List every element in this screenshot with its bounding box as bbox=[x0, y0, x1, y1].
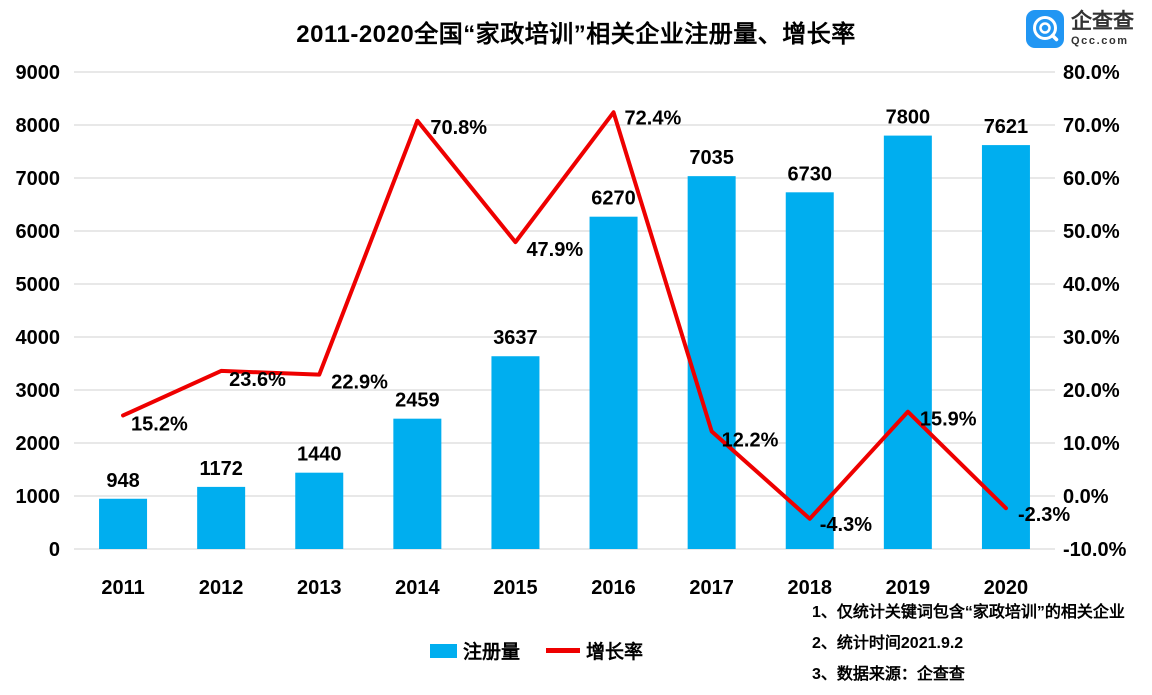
growth-rate-label: 15.2% bbox=[131, 413, 188, 435]
legend-bar-label: 注册量 bbox=[463, 642, 521, 663]
bar-value-label: 7800 bbox=[886, 107, 931, 129]
bar-2012 bbox=[197, 486, 246, 549]
footnotes: 1、仅统计关键词包含“家政培训”的相关企业 2、统计时间2021.9.2 3、数… bbox=[812, 602, 1147, 695]
bar-value-label: 948 bbox=[106, 470, 139, 492]
bar-2011 bbox=[99, 498, 148, 549]
x-axis-label: 2016 bbox=[591, 577, 636, 599]
growth-rate-label: 22.9% bbox=[331, 372, 388, 394]
legend-line-label: 增长率 bbox=[586, 642, 644, 663]
growth-rate-label: -2.3% bbox=[1018, 504, 1070, 526]
legend-line-swatch bbox=[546, 648, 581, 653]
bar-value-label: 3637 bbox=[493, 327, 538, 349]
secondary-y-axis-tick: 70.0% bbox=[1063, 115, 1120, 137]
secondary-y-axis-tick: 60.0% bbox=[1063, 168, 1120, 190]
x-axis-label: 2012 bbox=[199, 577, 244, 599]
growth-rate-label: 47.9% bbox=[526, 239, 583, 261]
secondary-y-axis-tick: 40.0% bbox=[1063, 274, 1120, 296]
y-axis-tick: 4000 bbox=[16, 327, 61, 349]
bar-value-label: 7035 bbox=[689, 147, 734, 169]
chart-legend: 注册量 增长率 bbox=[430, 637, 643, 664]
secondary-y-axis-tick: 50.0% bbox=[1063, 221, 1120, 243]
bar-2015 bbox=[491, 356, 540, 549]
x-axis-label: 2018 bbox=[788, 577, 833, 599]
growth-rate-label: 23.6% bbox=[229, 369, 286, 391]
growth-rate-label: 70.8% bbox=[430, 117, 487, 139]
x-axis-label: 2013 bbox=[297, 577, 342, 599]
bar-value-label: 7621 bbox=[984, 116, 1029, 138]
secondary-y-axis-tick: 10.0% bbox=[1063, 433, 1120, 455]
qcc-logo-icon bbox=[1026, 10, 1064, 48]
bar-2018 bbox=[785, 192, 834, 549]
secondary-y-axis-tick: 80.0% bbox=[1063, 62, 1120, 84]
growth-rate-line bbox=[121, 110, 1008, 521]
bar-2013 bbox=[295, 472, 344, 549]
bar-2014 bbox=[393, 418, 442, 549]
y-axis-tick: 8000 bbox=[16, 115, 61, 137]
y-axis-tick: 0 bbox=[49, 539, 60, 561]
secondary-y-axis-tick: 30.0% bbox=[1063, 327, 1120, 349]
legend-bar-swatch bbox=[430, 643, 457, 658]
y-axis-tick: 1000 bbox=[16, 486, 61, 508]
bar-2016 bbox=[589, 216, 638, 549]
x-axis-label: 2015 bbox=[493, 577, 538, 599]
bar-2017 bbox=[687, 176, 736, 549]
secondary-y-axis-tick: 20.0% bbox=[1063, 380, 1120, 402]
growth-rate-label: 12.2% bbox=[722, 429, 779, 451]
x-axis-label: 2017 bbox=[689, 577, 734, 599]
qcc-logo-name: 企查查 bbox=[1071, 10, 1134, 33]
y-axis-tick: 3000 bbox=[16, 380, 61, 402]
y-axis-tick: 9000 bbox=[16, 62, 61, 84]
bar-2019 bbox=[883, 135, 932, 549]
qcc-logo-text: 企查查 Qcc.com bbox=[1071, 11, 1134, 47]
y-axis-tick: 2000 bbox=[16, 433, 61, 455]
bar-2020 bbox=[981, 145, 1030, 549]
bar-value-label: 6730 bbox=[788, 163, 833, 185]
bar-value-label: 2459 bbox=[395, 390, 440, 412]
bar-value-label: 1172 bbox=[199, 458, 242, 480]
footnote-2: 2、统计时间2021.9.2 bbox=[812, 635, 964, 652]
chart-title: 2011-2020全国“家政培训”相关企业注册量、增长率 bbox=[296, 21, 856, 48]
x-axis-label: 2020 bbox=[984, 577, 1029, 599]
footnote-1: 1、仅统计关键词包含“家政培训”的相关企业 bbox=[812, 604, 1125, 621]
bar-value-label: 6270 bbox=[591, 188, 636, 210]
qcc-logo-domain: Qcc.com bbox=[1071, 35, 1129, 47]
secondary-y-axis-tick: -10.0% bbox=[1063, 539, 1127, 561]
bar-value-label: 1440 bbox=[297, 444, 342, 466]
x-axis-label: 2011 bbox=[101, 577, 144, 599]
footnote-3: 3、数据来源：企查查 bbox=[812, 666, 965, 683]
growth-rate-label: 72.4% bbox=[625, 107, 682, 129]
x-axis-label: 2019 bbox=[886, 577, 931, 599]
qcc-logo: 企查查 Qcc.com bbox=[1026, 10, 1134, 48]
y-axis-tick: 5000 bbox=[16, 274, 61, 296]
secondary-y-axis-tick: 0.0% bbox=[1063, 486, 1109, 508]
growth-rate-label: 15.9% bbox=[920, 409, 977, 431]
y-axis-tick: 6000 bbox=[16, 221, 61, 243]
x-axis-label: 2014 bbox=[395, 577, 440, 599]
growth-rate-label: -4.3% bbox=[820, 514, 872, 536]
y-axis-tick: 7000 bbox=[16, 168, 61, 190]
